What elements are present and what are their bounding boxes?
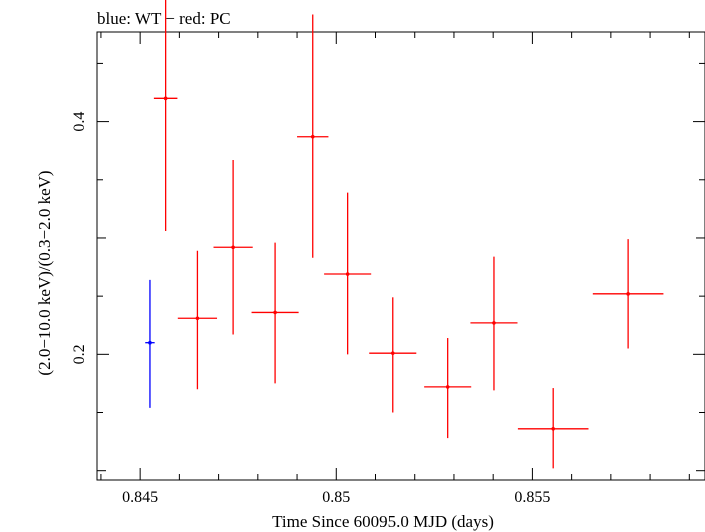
y-tick-label: 0.2 [71,344,88,364]
tick-labels: 0.845 0.85 0.855 0.2 0.4 [71,112,550,506]
data-marks [145,0,664,469]
data-marker [148,340,152,345]
x-tick-label: 0.855 [514,489,550,506]
data-marker [310,134,315,139]
data-point-pc [153,0,178,231]
chart-title: blue: WT − red: PC [97,9,231,28]
x-tick-label: 0.85 [322,489,350,506]
data-marker [163,96,168,101]
data-marker [390,351,395,355]
x-axis-label: Time Since 60095.0 MJD (days) [272,512,494,531]
data-point-wt [145,279,155,408]
data-point-pc [470,256,518,391]
data-point-pc [297,14,329,258]
data-point-pc [592,239,664,349]
data-marker [195,316,200,321]
data-marker [231,245,235,250]
data-point-pc [369,297,417,413]
data-marker [626,292,630,296]
y-axis-label: (2.0−10.0 keV)/(0.3−2.0 keV) [35,170,54,375]
x-tick-label: 0.845 [122,489,158,506]
data-point-pc [251,242,299,384]
data-point-pc [324,192,372,355]
data-marker [551,427,555,431]
data-point-pc [177,250,218,390]
axis-ticks [97,32,705,480]
data-point-pc [213,160,253,335]
data-marker [445,385,450,389]
plot-frame [96,31,705,481]
data-point-pc [517,388,589,469]
data-point-pc [424,338,472,439]
y-tick-label: 0.4 [71,112,88,132]
data-marker [273,310,277,315]
data-marker [345,272,350,276]
data-marker [492,321,496,325]
